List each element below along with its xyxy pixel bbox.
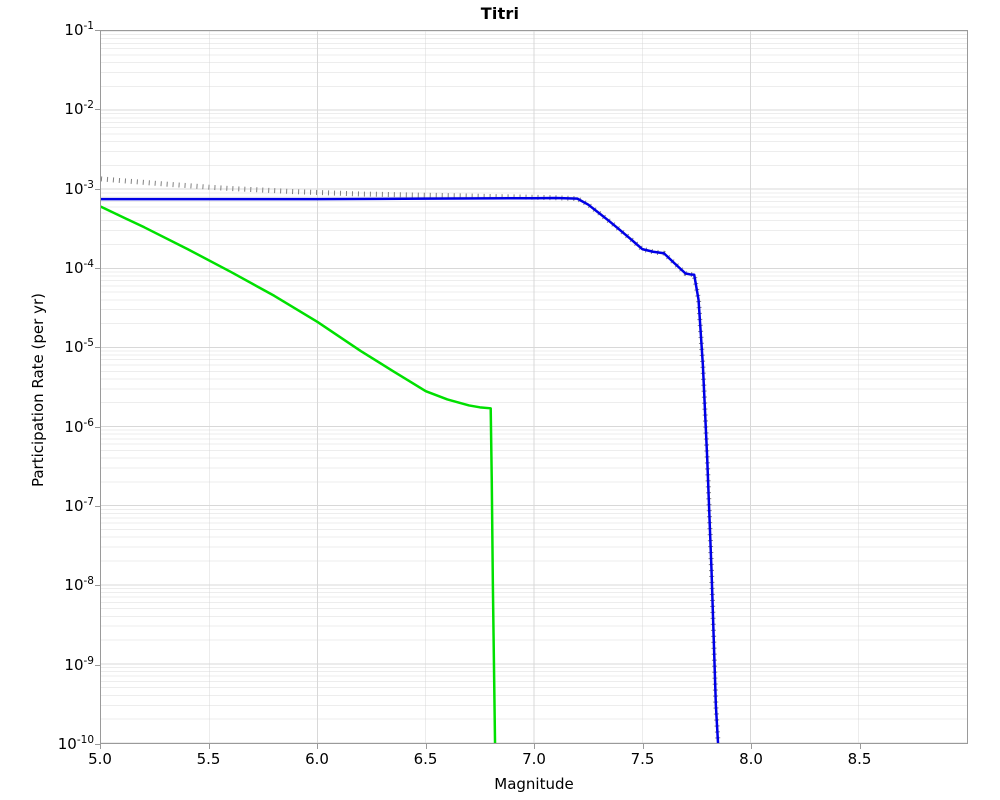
y-tick-mark [95, 109, 100, 111]
x-tick-label: 6.0 [305, 750, 329, 768]
y-tick-mark [95, 188, 100, 190]
x-tick-label: 5.5 [196, 750, 221, 768]
y-tick-label: 10-3 [64, 178, 94, 198]
y-tick-label: 10-5 [64, 337, 94, 357]
y-tick-label: 10-10 [57, 734, 94, 753]
x-axis-label: Magnitude [494, 775, 574, 793]
y-tick-mark [95, 268, 100, 269]
y-tick-mark [95, 744, 100, 745]
x-tick-mark [100, 744, 101, 749]
y-tick-label: 10-4 [64, 258, 94, 277]
y-tick-mark [95, 347, 100, 349]
x-tick-mark [751, 744, 752, 749]
x-tick-mark [859, 744, 861, 749]
y-tick-label: 10-7 [64, 496, 94, 515]
y-axis-label: Participation Rate (per yr) [29, 293, 47, 488]
y-tick-mark [95, 30, 100, 31]
series-model-blue [101, 196, 720, 743]
y-tick-mark [95, 506, 100, 507]
x-tick-label: 8.5 [847, 750, 872, 768]
series-layer [101, 176, 721, 743]
y-tick-label: 10-6 [64, 416, 94, 436]
series-characteristic-green [101, 205, 497, 743]
x-tick-mark [317, 744, 318, 749]
plot-area [100, 30, 968, 744]
x-tick-mark [208, 744, 210, 749]
y-tick-mark [95, 664, 100, 666]
y-axis-tick-labels: 10-1 10-2 10-3 10-4 10-5 10-6 10-7 10-8 10-9 10-1… [0, 0, 94, 800]
y-tick-label: 10-2 [64, 99, 94, 119]
y-tick-label: 10-9 [64, 654, 94, 674]
x-tick-label: 7.0 [522, 750, 546, 768]
y-tick-label: 10-1 [64, 20, 94, 39]
x-tick-mark [425, 744, 427, 749]
x-tick-label: 7.5 [630, 750, 655, 768]
x-tick-mark [534, 744, 535, 749]
y-tick-label: 10-8 [64, 575, 94, 595]
y-tick-mark [95, 426, 100, 428]
y-tick-mark [95, 585, 100, 587]
x-tick-label: 5.0 [88, 750, 112, 768]
x-tick-mark [642, 744, 644, 749]
series-observed-dotted [101, 176, 721, 743]
grid-layer [101, 31, 967, 743]
x-tick-label: 8.0 [739, 750, 763, 768]
page-title: Titri [480, 4, 520, 23]
x-tick-label: 6.5 [413, 750, 438, 768]
